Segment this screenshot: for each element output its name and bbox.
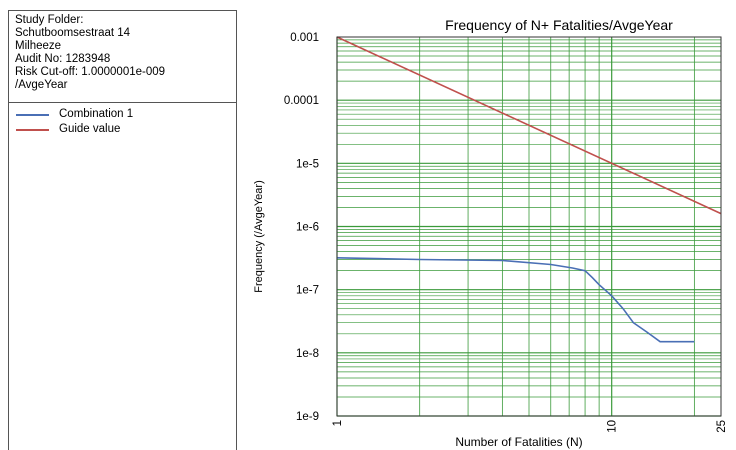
chart-series — [336, 36, 722, 343]
legend-label-guide-value: Guide value — [59, 123, 121, 135]
study-folder-town: Milheeze — [15, 40, 62, 52]
study-info-box: Study Folder: Schutboomsestraat 14 Milhe… — [9, 11, 237, 103]
legend-label-combination-1: Combination 1 — [59, 108, 134, 120]
study-folder-label: Study Folder: — [15, 14, 84, 26]
x-tick-label: 25 — [716, 420, 728, 433]
risk-cutoff-unit: /AvgeYear — [15, 79, 68, 91]
y-tick-label: 1e-7 — [296, 285, 319, 297]
plot-frame — [336, 36, 722, 417]
y-tick-label: 1e-6 — [296, 222, 319, 234]
chart-title: Frequency of N+ Fatalities/AvgeYear — [445, 17, 673, 33]
x-axis-label: Number of Fatalities (N) — [455, 435, 582, 449]
series-line-combination-1 — [336, 257, 695, 343]
x-tick-label: 10 — [607, 420, 619, 433]
y-axis-label: Frequency (/AvgeYear) — [253, 180, 265, 293]
series-line-guide-value — [336, 36, 722, 215]
audit-number: Audit No: 1283948 — [15, 53, 111, 65]
panel-divider — [236, 10, 237, 450]
risk-cutoff: Risk Cut-off: 1.0000001e-009 — [15, 66, 166, 78]
study-folder-address: Schutboomsestraat 14 — [15, 27, 131, 39]
legend-swatch-guide-value — [16, 129, 49, 131]
chart-legend: Combination 1 Guide value — [9, 107, 237, 137]
y-tick-label: 0.0001 — [284, 95, 319, 107]
y-tick-label: 1e-8 — [296, 348, 319, 360]
x-tick-labels: 1 10 25 — [332, 420, 728, 433]
y-tick-labels: 0.001 0.0001 1e-5 1e-6 1e-7 1e-8 1e-9 — [284, 32, 319, 423]
chart-grid — [336, 37, 721, 417]
study-info-panel: Study Folder: Schutboomsestraat 14 Milhe… — [8, 10, 237, 450]
y-tick-label: 1e-9 — [296, 411, 319, 423]
y-tick-label: 0.001 — [290, 32, 319, 44]
legend-item-combination-1: Combination 1 — [9, 107, 237, 122]
legend-item-guide-value: Guide value — [9, 122, 237, 137]
x-tick-label: 1 — [332, 420, 344, 426]
legend-swatch-combination-1 — [16, 114, 49, 116]
y-tick-label: 1e-5 — [296, 158, 319, 170]
